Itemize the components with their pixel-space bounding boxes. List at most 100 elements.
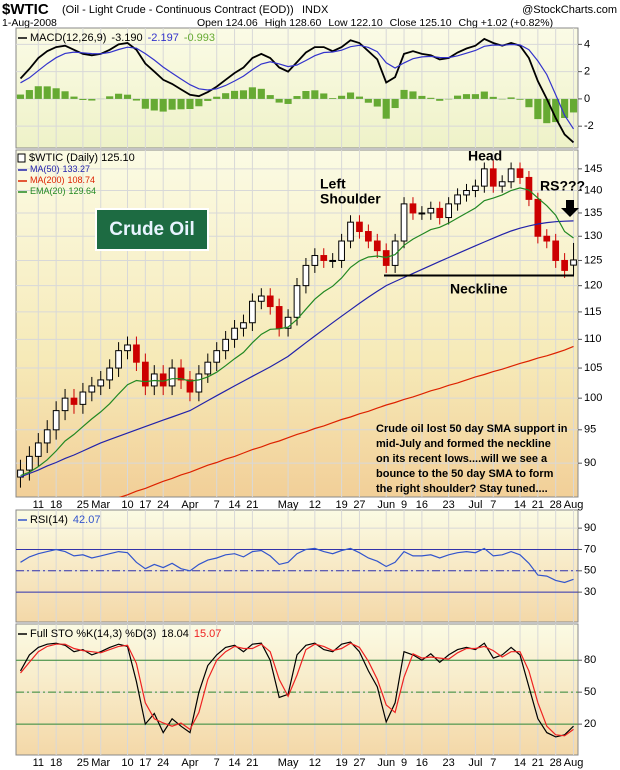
x-tick-label: May bbox=[278, 499, 299, 511]
y-tick-label: 100 bbox=[584, 392, 602, 404]
histogram-bar bbox=[569, 98, 578, 113]
x-tick-label: 14 bbox=[228, 499, 240, 511]
series-line bbox=[20, 220, 574, 478]
candle-body bbox=[445, 203, 453, 219]
candle-body bbox=[436, 207, 444, 219]
x-tick-label: May bbox=[278, 757, 299, 769]
candle-body bbox=[257, 295, 265, 302]
histogram-bar bbox=[391, 98, 399, 109]
x-tick-label: 27 bbox=[353, 757, 365, 769]
candle-body bbox=[525, 176, 533, 200]
candle-body bbox=[79, 391, 87, 405]
histogram-bar bbox=[79, 98, 87, 100]
histogram-bar bbox=[480, 91, 488, 99]
candle-body bbox=[115, 350, 122, 369]
x-tick-label: 10 bbox=[121, 757, 133, 769]
y-tick-label: 90 bbox=[584, 457, 596, 469]
histogram-bar bbox=[25, 90, 33, 99]
x-tick-label: 28 bbox=[550, 757, 562, 769]
histogram-bar bbox=[507, 97, 515, 99]
candle-body bbox=[543, 235, 551, 242]
annotation: Head bbox=[468, 148, 502, 164]
candle-body bbox=[570, 259, 577, 266]
histogram-bar bbox=[204, 98, 212, 101]
panel-title-value: -3.190 bbox=[111, 32, 142, 44]
x-tick-label: 24 bbox=[157, 757, 169, 769]
x-tick-label: 28 bbox=[550, 499, 562, 511]
x-tick-label: 23 bbox=[443, 757, 455, 769]
candle-body bbox=[231, 327, 238, 340]
y-tick-label: 95 bbox=[584, 424, 596, 436]
candle-body bbox=[195, 373, 203, 393]
histogram-bar bbox=[284, 98, 292, 104]
histogram-bar bbox=[248, 87, 256, 99]
candle-body bbox=[222, 338, 229, 352]
histogram-bar bbox=[222, 93, 230, 99]
panel-background bbox=[15, 509, 579, 623]
series-line bbox=[20, 642, 574, 737]
y-tick-label: 115 bbox=[584, 306, 602, 318]
candle-body bbox=[365, 231, 372, 242]
annotation: Shoulder bbox=[320, 191, 381, 207]
y-tick-label: 110 bbox=[584, 333, 602, 345]
histogram-bar bbox=[471, 94, 479, 99]
candle-body bbox=[70, 397, 78, 405]
x-tick-label: 21 bbox=[532, 499, 544, 511]
histogram-bar bbox=[195, 98, 203, 107]
candle-body bbox=[61, 397, 69, 412]
arrow bbox=[561, 200, 579, 217]
x-tick-label: 12 bbox=[309, 499, 321, 511]
x-tick-label: 12 bbox=[309, 757, 321, 769]
y-tick-label: 4 bbox=[584, 38, 590, 50]
histogram-bar bbox=[534, 98, 542, 120]
candle-body bbox=[329, 259, 337, 262]
series-line bbox=[19, 641, 574, 738]
histogram-bar bbox=[177, 98, 185, 110]
label-text: Crude Oil bbox=[109, 219, 195, 240]
annotation: RS??? bbox=[540, 178, 585, 194]
quote-item: High 128.60 bbox=[265, 17, 322, 29]
x-tick-label: 7 bbox=[214, 499, 220, 511]
quote-item: Open 124.06 bbox=[197, 17, 258, 29]
y-tick-label: 145 bbox=[584, 163, 602, 175]
candle-body bbox=[34, 442, 42, 457]
histogram-bar bbox=[552, 98, 560, 123]
x-tick-label: Mar bbox=[91, 757, 110, 769]
histogram-bar bbox=[346, 92, 355, 99]
candle-body bbox=[516, 168, 524, 178]
panel-title-value: 18.04 bbox=[161, 628, 189, 640]
y-tick-label: 70 bbox=[584, 543, 596, 555]
y-tick-label: 140 bbox=[584, 184, 602, 196]
candle-body bbox=[88, 385, 96, 393]
panel-title: MACD(12,26,9) -3.190 -2.197 -0.993 bbox=[30, 32, 215, 44]
histogram-bar bbox=[320, 93, 328, 99]
candle-body bbox=[97, 379, 105, 387]
candle-body bbox=[52, 410, 60, 431]
histogram-bar bbox=[525, 98, 533, 108]
candle-body bbox=[507, 168, 515, 183]
legend-name: MA(200) bbox=[30, 175, 65, 185]
histogram-bar bbox=[213, 96, 221, 99]
series-line bbox=[118, 345, 574, 497]
candle-body bbox=[302, 264, 310, 287]
x-tick-label: 19 bbox=[335, 757, 347, 769]
x-tick-label: Aug bbox=[564, 499, 584, 511]
histogram-bar bbox=[115, 93, 123, 99]
candle-body bbox=[454, 194, 461, 205]
candle-body bbox=[293, 285, 301, 318]
y-tick-label: 125 bbox=[584, 254, 602, 266]
x-tick-label: 9 bbox=[401, 757, 407, 769]
x-tick-label: Jul bbox=[468, 757, 482, 769]
candle-body bbox=[133, 344, 140, 363]
legend-name: MA(50) bbox=[30, 164, 60, 174]
histogram-bar bbox=[70, 96, 78, 99]
histogram-bar bbox=[338, 95, 346, 99]
candle-body bbox=[338, 240, 345, 261]
candle-body bbox=[168, 367, 176, 387]
panel-title: RSI(14) 42.07 bbox=[30, 514, 100, 526]
y-tick-label: 135 bbox=[584, 207, 602, 219]
histogram-bar bbox=[123, 94, 132, 99]
series-line bbox=[20, 187, 574, 477]
x-tick-label: 21 bbox=[532, 757, 544, 769]
